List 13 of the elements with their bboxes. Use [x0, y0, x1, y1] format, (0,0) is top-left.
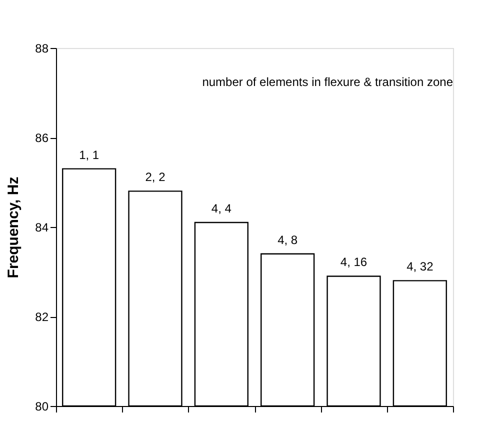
x-tick-label: 4, 16 — [340, 255, 368, 270]
x-tick-label: 2, 2 — [145, 170, 166, 184]
annotation: number of elements in flexure & transition zone — [202, 75, 454, 89]
x-tick-label: 4, 4 — [211, 202, 232, 216]
x-tick-label: 4, 8 — [278, 232, 298, 247]
y-tick-label: 80 — [35, 400, 49, 414]
y-axis-title: Frequency, Hz — [5, 176, 22, 278]
y-tick-label: 86 — [35, 131, 49, 145]
y-tick-label: 84 — [35, 220, 49, 234]
y-tick-label: 88 — [35, 42, 49, 56]
y-tick-label: 82 — [35, 310, 49, 324]
x-tick-label: 4, 32 — [406, 260, 434, 274]
x-tick-label: 1, 1 — [79, 148, 100, 162]
